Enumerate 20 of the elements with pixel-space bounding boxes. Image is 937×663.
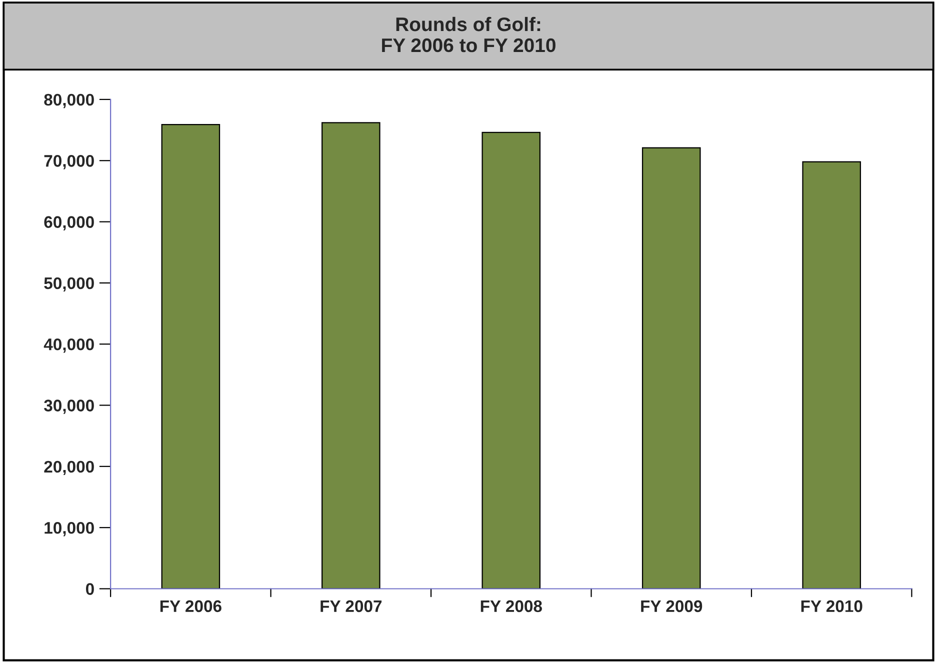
y-tick-label: 30,000 bbox=[44, 400, 94, 414]
x-tick-label: FY 2010 bbox=[801, 600, 862, 612]
chart-title: Rounds of Golf: FY 2006 to FY 2010 bbox=[382, 16, 556, 52]
x-tick-label: FY 2008 bbox=[480, 600, 542, 612]
y-tick-label: 50,000 bbox=[44, 277, 94, 292]
bar bbox=[802, 161, 861, 589]
y-tick-label: 80,000 bbox=[44, 94, 94, 108]
bar bbox=[482, 132, 541, 589]
bar bbox=[161, 124, 220, 589]
bar bbox=[642, 147, 701, 589]
x-tick-label: FY 2007 bbox=[320, 600, 382, 612]
x-tick-label: FY 2006 bbox=[160, 600, 222, 612]
bar bbox=[322, 122, 380, 589]
y-tick-label: 0 bbox=[86, 583, 94, 595]
y-tick-label: 10,000 bbox=[44, 522, 94, 536]
y-tick-label: 20,000 bbox=[44, 460, 94, 476]
y-tick-label: 60,000 bbox=[44, 216, 94, 230]
y-tick-label: 70,000 bbox=[44, 155, 94, 170]
x-tick-label: FY 2009 bbox=[641, 600, 702, 612]
y-tick-label: 40,000 bbox=[44, 338, 94, 353]
